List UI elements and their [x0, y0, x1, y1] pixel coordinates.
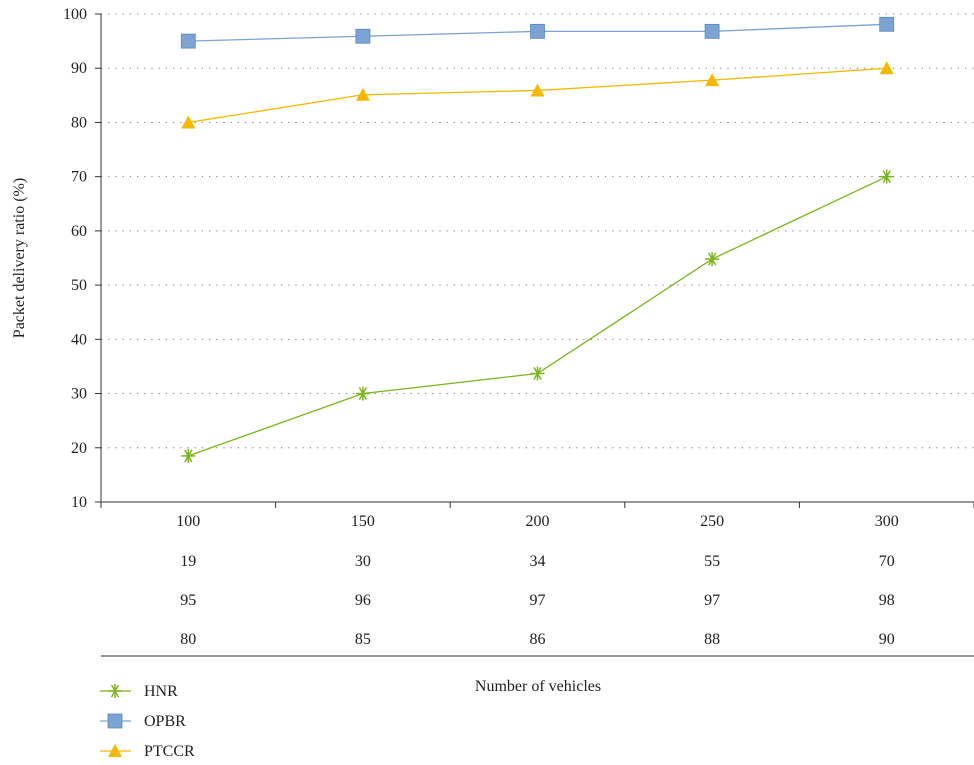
x-tick-label: 100: [176, 513, 200, 530]
data-point: [180, 33, 196, 49]
data-point: [879, 169, 894, 184]
table-cell-hnr: 70: [879, 553, 895, 570]
table-cell-hnr: 34: [530, 553, 546, 570]
data-point: [879, 16, 895, 32]
table-cell-ptccr: 80: [180, 631, 196, 648]
gridlines: [101, 13, 974, 449]
y-tick-label: 70: [71, 169, 87, 186]
table-cell-opbr: 97: [704, 592, 720, 609]
legend-label-ptccr: PTCCR: [144, 743, 195, 760]
table-cell-ptccr: 85: [355, 631, 371, 648]
data-point: [705, 252, 720, 267]
data-point: [181, 448, 196, 463]
y-tick-label: 60: [71, 223, 87, 240]
table-cell-ptccr: 88: [704, 631, 720, 648]
y-tick-label: 30: [71, 386, 87, 403]
y-tick-label: 10: [71, 494, 87, 511]
table-cell-hnr: 30: [355, 553, 371, 570]
y-tick-label: 50: [71, 277, 87, 294]
data-point: [108, 684, 122, 698]
y-tick-label: 20: [71, 440, 87, 457]
data-point: [530, 83, 545, 97]
data-table: 19 30 34 55 70 95 96 97 97 98 80 85 86 88 90: [101, 553, 974, 657]
table-cell-ptccr: 90: [879, 631, 895, 648]
data-point: [704, 23, 720, 39]
legend-label-hnr: HNR: [144, 683, 178, 700]
table-cell-opbr: 97: [530, 592, 546, 609]
data-point: [107, 713, 123, 729]
series-layer: [180, 16, 895, 463]
y-axis-title: Packet delivery ratio (%): [11, 178, 28, 338]
table-cell-opbr: 98: [879, 592, 895, 609]
table-cell-ptccr: 86: [530, 631, 546, 648]
x-axis: 100 150 200 250 300: [100, 501, 974, 530]
table-cell-hnr: 19: [180, 553, 196, 570]
legend: HNR OPBR PTCCR: [100, 683, 195, 760]
table-cell-hnr: 55: [704, 553, 720, 570]
x-tick-label: 200: [526, 513, 550, 530]
data-point: [181, 115, 196, 129]
data-point: [530, 366, 545, 381]
x-axis-title: Number of vehicles: [475, 678, 601, 695]
y-tick-label: 40: [71, 331, 87, 348]
data-point: [355, 28, 371, 44]
x-tick-label: 250: [700, 513, 724, 530]
y-tick-label: 80: [71, 114, 87, 131]
data-point: [879, 61, 894, 75]
data-point: [530, 23, 545, 39]
data-point: [108, 744, 122, 757]
data-point: [355, 386, 370, 401]
x-tick-label: 150: [351, 513, 375, 530]
data-point: [705, 73, 720, 87]
series-line-hnr: [188, 176, 887, 457]
y-tick-label: 100: [63, 6, 87, 23]
table-cell-opbr: 95: [180, 592, 196, 609]
table-cell-opbr: 96: [355, 592, 371, 609]
y-axis: 10 20 30 40 50 60 70 80 90 100: [63, 6, 102, 511]
legend-label-opbr: OPBR: [144, 713, 186, 730]
data-point: [355, 87, 370, 101]
y-tick-label: 90: [71, 60, 87, 77]
x-tick-label: 300: [875, 513, 899, 530]
